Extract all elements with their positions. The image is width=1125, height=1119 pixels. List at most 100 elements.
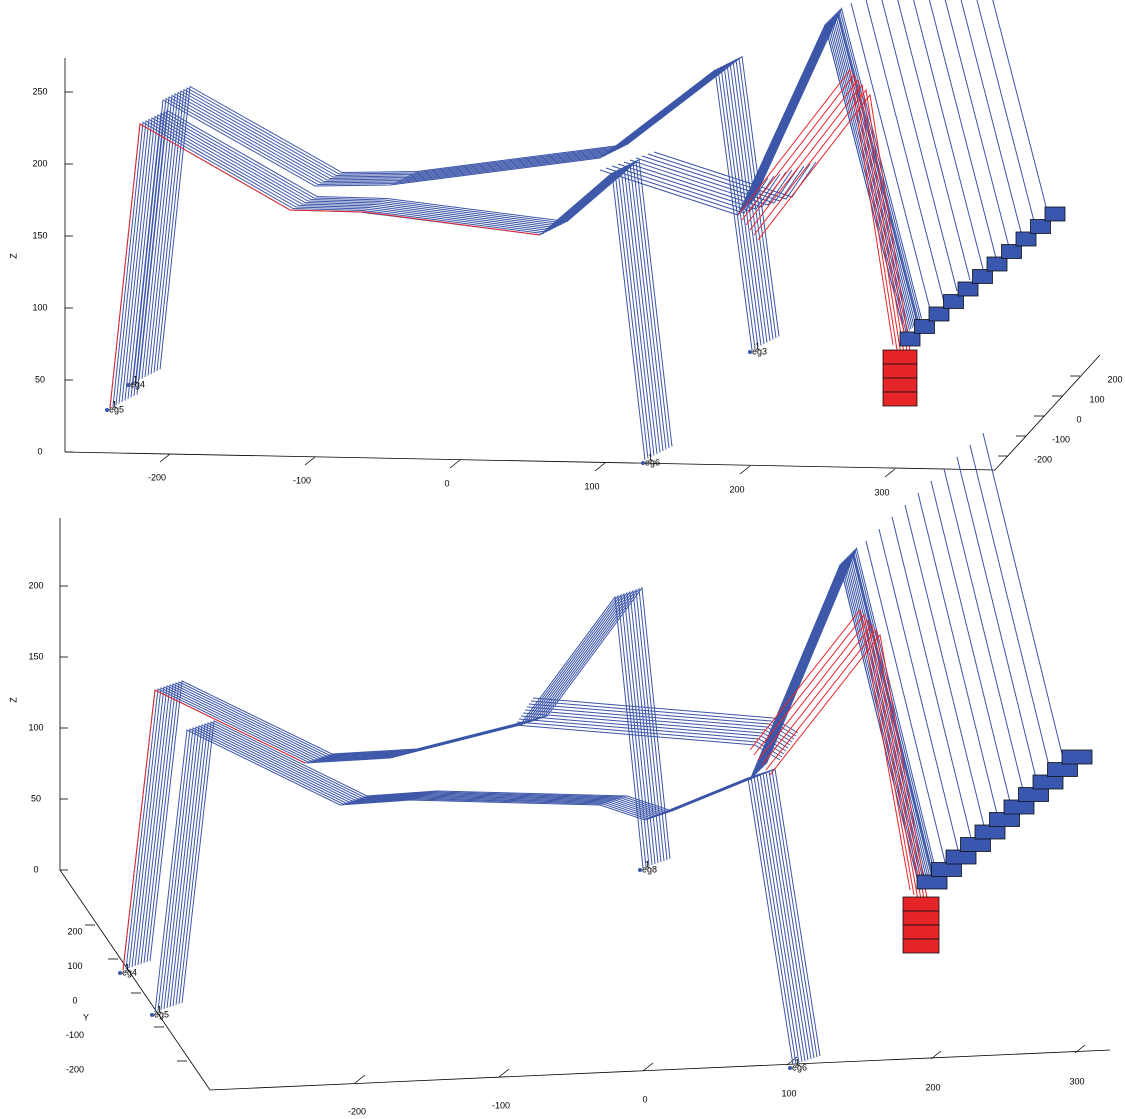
leg-trace <box>751 10 919 322</box>
x-tick <box>354 1074 366 1084</box>
z-tick-label: 50 <box>35 374 45 384</box>
leg-trace <box>748 13 916 325</box>
leg-trace <box>917 492 999 819</box>
leg-trace <box>617 163 781 210</box>
x-tick-label: 300 <box>1069 1076 1084 1086</box>
leg-trace <box>904 504 986 831</box>
leg-trace <box>124 115 661 453</box>
leg-trace <box>629 159 793 206</box>
leg-trace <box>891 516 973 843</box>
leg-label: eg5 <box>154 1009 169 1019</box>
leg-trace <box>166 725 806 1062</box>
leg-trace <box>160 727 800 1064</box>
leg-trace <box>134 591 656 967</box>
y-tick-label: -200 <box>66 1064 84 1074</box>
foot-block <box>943 294 964 309</box>
leg-trace <box>131 592 653 968</box>
leg-label: eg3 <box>752 346 767 356</box>
foot-block <box>882 391 918 407</box>
leg-trace <box>133 111 670 449</box>
leg-trace <box>157 728 797 1065</box>
x-tick <box>304 456 316 466</box>
foot-block <box>902 896 940 912</box>
foot-point <box>638 868 642 872</box>
foot-point <box>118 971 122 975</box>
leg-trace <box>530 700 797 737</box>
foot-point <box>105 408 109 412</box>
leg-trace <box>749 83 906 361</box>
leg-trace <box>824 24 906 336</box>
leg-trace <box>172 723 812 1060</box>
leg-trace <box>516 721 783 758</box>
leg-label: eg4 <box>122 967 137 977</box>
leg-trace <box>128 593 650 969</box>
leg-trace <box>532 697 799 734</box>
z-tick-label: 100 <box>32 302 47 312</box>
x-tick-label: 0 <box>444 478 449 488</box>
leg-trace <box>852 552 934 879</box>
foot-block <box>1030 219 1051 234</box>
z-label: Z <box>8 253 18 259</box>
x-tick-label: 200 <box>729 484 744 494</box>
foot-block <box>899 331 921 347</box>
leg-trace <box>969 444 1051 771</box>
leg-trace <box>757 618 919 901</box>
foot-block <box>974 824 1006 840</box>
leg-trace <box>913 0 984 270</box>
x-tick-label: -200 <box>148 472 166 482</box>
leg-trace <box>944 0 1010 248</box>
foot-block <box>1044 206 1066 222</box>
leg-trace <box>745 16 913 328</box>
foot-block <box>882 377 918 393</box>
leg-trace <box>144 63 765 378</box>
leg-trace <box>976 0 1036 226</box>
y-tick-label: 100 <box>67 961 82 971</box>
foot-block <box>1015 231 1037 247</box>
leg-trace <box>122 689 306 971</box>
leg-trace <box>146 587 668 963</box>
x-tick-label: 300 <box>874 487 889 497</box>
foot-point <box>126 383 130 387</box>
z-tick-label: 250 <box>32 86 47 96</box>
leg-trace <box>150 60 771 375</box>
leg-trace <box>147 61 768 376</box>
leg-index: 1 <box>645 859 650 869</box>
leg-trace <box>528 703 795 740</box>
z-tick-label: 0 <box>33 864 38 874</box>
leg-trace <box>930 480 1012 807</box>
leg-trace <box>154 729 794 1066</box>
x-tick <box>1074 1044 1086 1054</box>
z-label: Z <box>8 697 18 703</box>
leg-trace <box>878 528 960 855</box>
foot-block <box>1003 799 1035 815</box>
leg-trace <box>178 721 818 1058</box>
leg-trace <box>109 123 646 461</box>
foot-block <box>914 319 935 334</box>
leg-trace <box>141 64 762 379</box>
foot-block <box>960 837 991 852</box>
foot-block <box>1047 762 1078 777</box>
leg-trace <box>169 724 809 1061</box>
leg-trace <box>132 69 753 384</box>
leg-trace <box>181 720 821 1057</box>
leg-trace <box>514 724 781 761</box>
leg-trace <box>130 112 667 450</box>
leg-index: 1 <box>125 962 130 972</box>
leg-trace <box>125 594 647 970</box>
leg-index: 1 <box>795 1057 800 1067</box>
foot-block <box>1001 244 1022 259</box>
z-tick-label: 100 <box>28 722 43 732</box>
x-tick <box>884 468 896 478</box>
leg-trace <box>749 608 911 891</box>
leg-trace <box>153 58 774 373</box>
leg-trace <box>143 588 665 964</box>
leg-label: eg6 <box>645 457 660 467</box>
y-axis <box>994 354 1101 471</box>
z-tick-label: 200 <box>32 158 47 168</box>
x-axis <box>64 451 996 471</box>
leg-trace <box>865 0 945 303</box>
y-tick-label: -100 <box>66 1030 84 1040</box>
leg-index: 1 <box>133 374 138 384</box>
leg-trace <box>135 67 756 382</box>
